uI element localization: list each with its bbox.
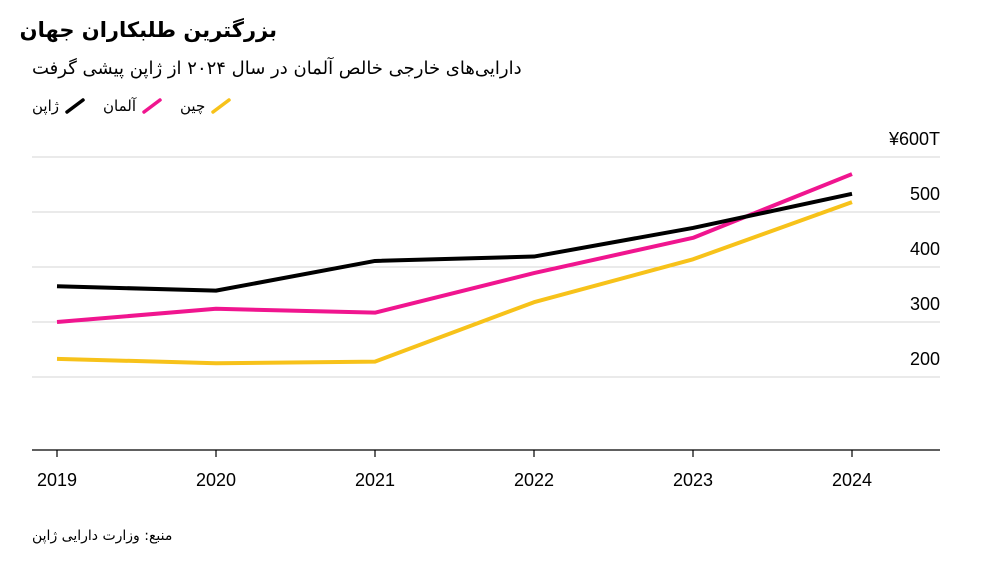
legend-swatch-germany-icon bbox=[142, 98, 162, 114]
legend-item-japan: ژاپن bbox=[32, 97, 85, 115]
legend-label-germany: آلمان bbox=[103, 97, 137, 115]
series-line-2 bbox=[56, 200, 853, 366]
x-tick-label: 2021 bbox=[355, 470, 395, 490]
chart-title: بزرگترین طلبکاران جهان bbox=[19, 18, 277, 42]
y-tick-label: 300 bbox=[910, 294, 940, 314]
x-tick-label: 2024 bbox=[832, 470, 872, 490]
legend-item-germany: آلمان bbox=[103, 97, 162, 115]
legend: ژاپن آلمان چین bbox=[32, 97, 249, 115]
legend-swatch-china-icon bbox=[211, 98, 231, 114]
x-tick-label: 2022 bbox=[514, 470, 554, 490]
grid-lines bbox=[32, 156, 940, 378]
x-tick-label: 2023 bbox=[673, 470, 713, 490]
x-tick-label: 2020 bbox=[196, 470, 236, 490]
y-axis-labels: 200 300 400 500 ¥600T bbox=[888, 129, 940, 369]
legend-label-japan: ژاپن bbox=[32, 97, 60, 115]
x-tick-label: 2019 bbox=[37, 470, 77, 490]
legend-swatch-japan-icon bbox=[65, 98, 85, 114]
legend-item-china: چین bbox=[180, 97, 231, 115]
y-tick-label: ¥600T bbox=[888, 129, 940, 149]
chart-subtitle: دارایی‌های خارجی خالص آلمان در سال ۲۰۲۴ … bbox=[32, 58, 522, 79]
series-line-0 bbox=[56, 191, 853, 293]
y-tick-label: 200 bbox=[910, 349, 940, 369]
series-line-1 bbox=[56, 172, 853, 324]
legend-label-china: چین bbox=[180, 97, 206, 115]
source-note: منبع: وزارت دارایی ژاپن bbox=[32, 528, 173, 544]
y-tick-label: 500 bbox=[910, 184, 940, 204]
y-tick-label: 400 bbox=[910, 239, 940, 259]
x-axis: 2019 2020 2021 2022 2023 2024 bbox=[32, 449, 940, 490]
series-lines bbox=[56, 172, 853, 366]
